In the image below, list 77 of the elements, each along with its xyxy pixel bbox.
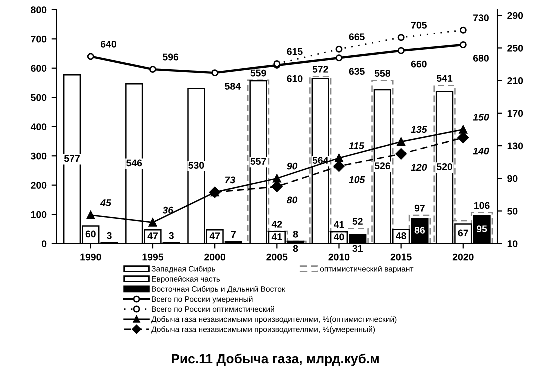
data-label: 86 xyxy=(414,226,426,234)
data-label: 48 xyxy=(396,232,406,240)
y2-tick-label: 90 xyxy=(508,175,518,182)
y-tick-label: 700 xyxy=(31,36,47,43)
data-label: 95 xyxy=(476,226,488,233)
data-label: 31 xyxy=(352,245,363,252)
data-label: 596 xyxy=(163,54,179,61)
data-label: 36 xyxy=(162,206,174,214)
y-tick-label: 600 xyxy=(31,65,47,72)
data-label: 67 xyxy=(458,230,468,237)
x-tick-label: 2015 xyxy=(390,254,412,261)
data-label: 47 xyxy=(148,232,158,240)
y2-tick-label: 130 xyxy=(508,142,524,150)
x-tick-label: 2000 xyxy=(204,254,226,261)
y-tick-label: 200 xyxy=(31,182,47,189)
data-label: 558 xyxy=(374,70,391,77)
data-label: 52 xyxy=(352,218,363,225)
y-tick-label: 0 xyxy=(42,240,47,248)
data-label: 520 xyxy=(436,164,452,170)
data-label: 610 xyxy=(287,75,303,82)
data-label: 577 xyxy=(64,155,80,162)
data-label: 41 xyxy=(334,221,344,228)
data-label: 120 xyxy=(411,164,428,172)
data-label: 8 xyxy=(293,230,298,238)
data-label: 526 xyxy=(374,162,390,170)
data-label: 8 xyxy=(293,245,298,252)
data-label: 615 xyxy=(287,48,303,56)
y2-tick-label: 210 xyxy=(508,78,524,84)
data-label: 90 xyxy=(287,162,298,170)
y-tick-label: 400 xyxy=(30,124,47,130)
data-label: 541 xyxy=(436,75,453,82)
data-label: 680 xyxy=(473,54,489,62)
data-label: 150 xyxy=(473,114,490,121)
data-label: 47 xyxy=(210,232,220,240)
x-tick-label: 1995 xyxy=(142,254,164,261)
data-label: 60 xyxy=(86,230,96,238)
data-label: 557 xyxy=(250,158,266,166)
data-label: 559 xyxy=(250,70,266,77)
data-label: 106 xyxy=(474,202,490,210)
data-label: 135 xyxy=(411,126,428,134)
data-label: 115 xyxy=(349,142,365,150)
data-label: 665 xyxy=(349,34,365,41)
data-label: 572 xyxy=(312,66,328,73)
data-label: 80 xyxy=(287,196,298,204)
y-tick-label: 800 xyxy=(31,6,47,14)
y-tick-label: 500 xyxy=(31,94,47,102)
text: Рис.11 Добыча газа, млрд.куб.м xyxy=(172,354,379,366)
x-tick-label: 2005 xyxy=(266,254,288,261)
data-label: 45 xyxy=(100,200,112,206)
data-label: 97 xyxy=(414,204,425,212)
data-label: 730 xyxy=(474,14,489,22)
data-label: 40 xyxy=(334,234,344,241)
data-label: 584 xyxy=(225,83,241,90)
data-label: 705 xyxy=(411,22,427,29)
data-label: 7 xyxy=(231,231,236,238)
data-label: 42 xyxy=(272,221,282,228)
y2-tick-label: 250 xyxy=(508,44,524,52)
x-tick-label: 2020 xyxy=(452,254,474,261)
data-label: 140 xyxy=(473,148,490,155)
x-tick-label: 2010 xyxy=(328,254,350,261)
data-label: 3 xyxy=(107,232,112,240)
y2-tick-label: 290 xyxy=(508,12,524,20)
data-label: 546 xyxy=(126,160,142,167)
data-label: 530 xyxy=(188,162,204,169)
y2-tick-label: 10 xyxy=(508,240,518,248)
y-tick-label: 100 xyxy=(31,211,47,218)
data-label: 635 xyxy=(349,68,365,76)
data-label: 3 xyxy=(169,232,174,240)
data-label: 41 xyxy=(272,234,282,240)
data-label: 105 xyxy=(349,176,366,184)
y-tick-label: 300 xyxy=(31,152,47,160)
data-label: 73 xyxy=(225,176,236,184)
y2-tick-label: 50 xyxy=(508,208,518,215)
data-label: 660 xyxy=(411,60,427,68)
x-tick-label: 1990 xyxy=(80,254,102,261)
y2-tick-label: 170 xyxy=(508,110,524,118)
data-label: 640 xyxy=(100,40,116,48)
